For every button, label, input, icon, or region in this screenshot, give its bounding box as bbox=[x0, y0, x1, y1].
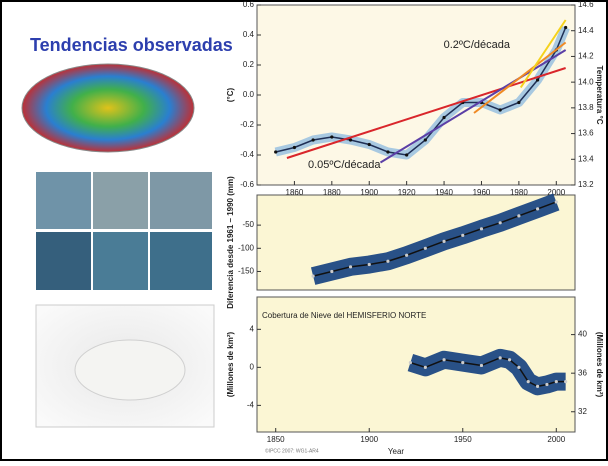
data-point bbox=[386, 150, 389, 153]
y-tick-label: 0 bbox=[250, 362, 255, 371]
x-axis-label: Year bbox=[388, 447, 405, 456]
data-point bbox=[461, 361, 464, 364]
y-axis-label: Diferencia desde 1961 – 1990 (mm) bbox=[226, 176, 235, 309]
y-tick-label: 4 bbox=[250, 324, 255, 333]
data-point bbox=[480, 227, 483, 230]
y-tick-label: -50 bbox=[242, 220, 254, 229]
credit: ©IPCC 2007: WG1-AR4 bbox=[265, 447, 319, 454]
y2-tick-label: 13.4 bbox=[578, 154, 594, 163]
y-tick-label: 0.4 bbox=[243, 30, 255, 39]
y2-tick-label: 32 bbox=[578, 407, 587, 416]
x-tick-label: 1950 bbox=[454, 435, 472, 444]
x-tick-label: 1980 bbox=[510, 188, 528, 197]
y2-tick-label: 13.8 bbox=[578, 103, 594, 112]
data-point bbox=[424, 366, 427, 369]
x-tick-label: 2000 bbox=[547, 435, 565, 444]
data-point bbox=[330, 270, 333, 273]
y-tick-label: 0.0 bbox=[243, 90, 255, 99]
data-point bbox=[293, 146, 296, 149]
x-tick-label: 1850 bbox=[267, 435, 285, 444]
y-tick-label: -0.2 bbox=[240, 120, 254, 129]
data-point bbox=[564, 380, 567, 383]
y-tick-label: -0.6 bbox=[240, 180, 254, 189]
slide-title: Tendencias observadas bbox=[30, 35, 233, 55]
data-point bbox=[312, 138, 315, 141]
y2-tick-label: 36 bbox=[578, 368, 587, 377]
y2-axis-label: Temperatura °C bbox=[595, 65, 604, 124]
data-point bbox=[499, 108, 502, 111]
data-point bbox=[536, 78, 539, 81]
y2-tick-label: 13.2 bbox=[578, 180, 594, 189]
y2-tick-label: 14.2 bbox=[578, 52, 594, 61]
y-tick-label: -100 bbox=[238, 243, 255, 252]
y2-tick-label: 13.6 bbox=[578, 129, 594, 138]
data-point bbox=[405, 153, 408, 156]
data-point bbox=[330, 135, 333, 138]
data-point bbox=[517, 366, 520, 369]
data-point bbox=[517, 101, 520, 104]
data-point bbox=[274, 150, 277, 153]
x-tick-label: 1940 bbox=[435, 188, 453, 197]
earth-map-image bbox=[22, 64, 194, 152]
data-point bbox=[555, 380, 558, 383]
y-tick-label: -150 bbox=[238, 267, 255, 276]
annotation: Cobertura de Nieve del HEMISFERIO NORTE bbox=[262, 311, 426, 320]
data-point bbox=[555, 200, 558, 203]
data-point bbox=[312, 274, 315, 277]
data-point bbox=[442, 116, 445, 119]
y-tick-label: -0.4 bbox=[240, 150, 254, 159]
data-point bbox=[499, 221, 502, 224]
y2-tick-label: 14.4 bbox=[578, 26, 594, 35]
y-tick-label: 0.6 bbox=[243, 0, 255, 9]
x-tick-label: 1900 bbox=[360, 188, 378, 197]
data-point bbox=[349, 138, 352, 141]
y-tick-label: 0.2 bbox=[243, 60, 255, 69]
data-point bbox=[564, 26, 567, 29]
data-point bbox=[545, 383, 548, 386]
y2-tick-label: 40 bbox=[578, 330, 587, 339]
data-point bbox=[461, 234, 464, 237]
x-tick-label: 1880 bbox=[323, 188, 341, 197]
data-point bbox=[368, 143, 371, 146]
x-tick-label: 1920 bbox=[398, 188, 416, 197]
polar-bear-shape bbox=[75, 340, 185, 400]
annotation: 0.2ºC/década bbox=[444, 39, 511, 51]
data-point bbox=[536, 207, 539, 210]
data-point bbox=[442, 358, 445, 361]
data-point bbox=[424, 138, 427, 141]
y-axis-label: (°C) bbox=[226, 88, 235, 103]
x-tick-label: 1900 bbox=[360, 435, 378, 444]
data-point bbox=[508, 358, 511, 361]
data-point bbox=[517, 214, 520, 217]
x-tick-label: 1960 bbox=[473, 188, 491, 197]
data-point bbox=[386, 260, 389, 263]
data-point bbox=[499, 356, 502, 359]
y-axis-label: (Millones de km²) bbox=[226, 331, 235, 397]
x-tick-label: 1860 bbox=[286, 188, 304, 197]
y2-tick-label: 14.0 bbox=[578, 77, 594, 86]
data-point bbox=[349, 265, 352, 268]
annotation: 0.05ºC/década bbox=[308, 159, 381, 171]
data-point bbox=[368, 263, 371, 266]
data-point bbox=[424, 247, 427, 250]
y2-tick-label: 14.6 bbox=[578, 0, 594, 9]
y2-axis-label: (Millones de km²) bbox=[595, 332, 604, 398]
data-point bbox=[536, 385, 539, 388]
slide: Tendencias observadas 0.6 0.4 0.2 0.0 -0.2 -0… bbox=[0, 0, 608, 461]
data-point bbox=[442, 240, 445, 243]
data-point bbox=[405, 254, 408, 257]
data-point bbox=[409, 361, 412, 364]
y-tick-label: -4 bbox=[247, 400, 255, 409]
data-point bbox=[527, 380, 530, 383]
data-point bbox=[480, 364, 483, 367]
